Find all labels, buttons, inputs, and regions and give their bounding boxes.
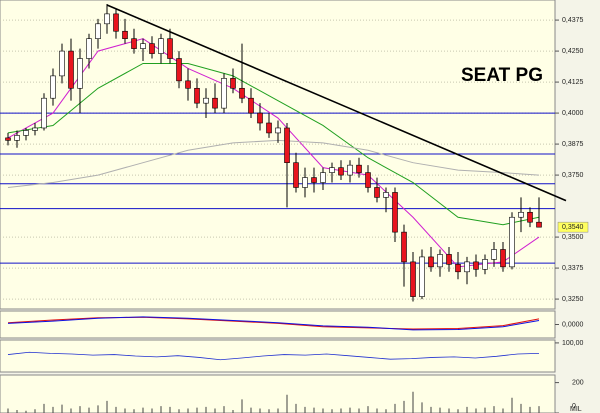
candle-body <box>482 259 488 270</box>
volume-panel <box>0 374 556 413</box>
candle-body <box>59 50 65 77</box>
y-tick-label: 0 <box>572 403 576 410</box>
candle-body <box>365 172 371 188</box>
candle-body <box>77 58 83 89</box>
candle-body <box>410 261 416 297</box>
rsi-line <box>7 351 540 361</box>
candle-body <box>230 78 236 89</box>
candle-body <box>500 249 506 268</box>
candle-body <box>104 13 110 25</box>
y-tick-label: 0,3375 <box>562 265 584 272</box>
y-tick-label: 0,0000 <box>562 321 584 328</box>
candle-body <box>131 38 137 49</box>
candle-body <box>446 254 452 265</box>
candle-body <box>239 87 245 99</box>
candle-body <box>140 43 146 49</box>
candle-body <box>374 187 380 198</box>
candle-body <box>356 164 362 173</box>
moving-average <box>7 62 540 226</box>
candle-body <box>392 192 398 233</box>
rsi-panel <box>0 339 556 373</box>
candle-body <box>401 231 407 263</box>
y-tick-label: 200 <box>572 379 584 386</box>
chart-title: SEAT PG <box>461 65 543 86</box>
candle-body <box>302 177 308 188</box>
candle-body <box>437 254 443 268</box>
candle-body <box>113 13 119 32</box>
candle-body <box>428 256 434 268</box>
candle-body <box>473 261 479 270</box>
candle-body <box>491 249 497 260</box>
candle-body <box>293 162 299 188</box>
candle-body <box>464 261 470 273</box>
candle-body <box>275 127 281 134</box>
y-tick-label: 0,3875 <box>562 141 584 148</box>
last-price-box <box>557 221 589 233</box>
last-price-label: 0,3540 <box>562 224 584 231</box>
candle-body <box>266 122 272 134</box>
candle-body <box>527 211 533 223</box>
candle-body <box>176 58 182 82</box>
candle-body <box>320 172 326 183</box>
candle-body <box>329 167 335 173</box>
candle-body <box>41 97 47 129</box>
candle-body <box>158 38 164 54</box>
candle-body <box>86 38 92 59</box>
candle-body <box>419 256 425 297</box>
candle-body <box>149 43 155 54</box>
macd-line <box>7 316 540 331</box>
candle-body <box>509 216 515 268</box>
candle-body <box>347 164 353 176</box>
candle-body <box>338 167 344 176</box>
y-tick-label: 0,3500 <box>562 234 584 241</box>
y-tick-label: 0,3250 <box>562 296 584 303</box>
candle-body <box>311 177 317 183</box>
candle-body <box>203 97 209 104</box>
candle-body <box>32 127 38 131</box>
candle-body <box>536 221 542 228</box>
candle-body <box>284 127 290 163</box>
candle-body <box>5 137 11 141</box>
candle-body <box>455 264 461 273</box>
trend-line <box>106 4 567 202</box>
candle-body <box>221 78 227 109</box>
volume-unit: MIL <box>570 406 582 413</box>
candle-body <box>167 38 173 59</box>
candle-body <box>212 97 218 109</box>
y-tick-label: 0,4125 <box>562 79 584 86</box>
y-tick-label: 0,3750 <box>562 172 584 179</box>
candle-body <box>257 112 263 124</box>
candle-body <box>68 50 74 89</box>
candle-body <box>383 192 389 198</box>
candle-body <box>185 80 191 89</box>
candle-body <box>194 87 200 104</box>
y-tick-label: 0,4250 <box>562 48 584 55</box>
y-tick-label: 0,4000 <box>562 110 584 117</box>
candle-body <box>50 75 56 99</box>
candle-body <box>518 211 524 218</box>
candle-body <box>23 130 29 136</box>
y-tick-label: 0,4375 <box>562 17 584 24</box>
y-tick-label: 100,00 <box>562 340 584 347</box>
candle-body <box>248 97 254 114</box>
candle-body <box>14 135 20 141</box>
candle-body <box>122 30 128 39</box>
macd-panel <box>0 310 556 339</box>
candle-body <box>95 23 101 39</box>
